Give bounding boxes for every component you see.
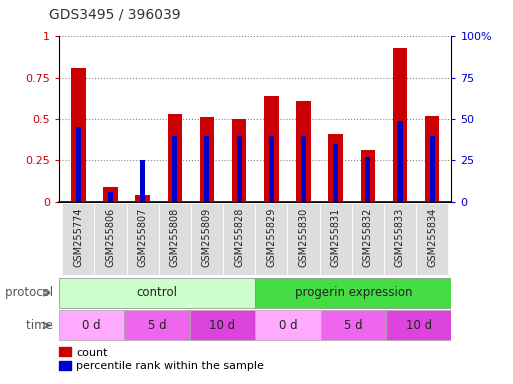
Text: GSM255806: GSM255806 <box>106 208 115 267</box>
Bar <box>264 96 279 202</box>
Text: GSM255830: GSM255830 <box>299 208 308 267</box>
Bar <box>76 127 81 202</box>
FancyBboxPatch shape <box>287 203 320 275</box>
FancyBboxPatch shape <box>255 310 321 341</box>
FancyBboxPatch shape <box>159 203 191 275</box>
Text: GSM255809: GSM255809 <box>202 208 212 267</box>
FancyBboxPatch shape <box>190 310 255 341</box>
Bar <box>425 116 439 202</box>
Text: 5 d: 5 d <box>148 319 166 332</box>
Text: control: control <box>136 286 177 299</box>
Text: GSM255832: GSM255832 <box>363 208 373 267</box>
Bar <box>269 136 274 202</box>
Bar <box>365 157 370 202</box>
FancyBboxPatch shape <box>59 310 124 341</box>
Bar <box>71 68 86 202</box>
Bar <box>205 136 209 202</box>
FancyBboxPatch shape <box>223 203 255 275</box>
Bar <box>232 119 246 202</box>
FancyBboxPatch shape <box>191 203 223 275</box>
Bar <box>140 161 145 202</box>
Text: 5 d: 5 d <box>344 319 363 332</box>
Bar <box>398 121 403 202</box>
Bar <box>135 195 150 202</box>
Text: GSM255831: GSM255831 <box>331 208 341 267</box>
Bar <box>108 192 113 202</box>
FancyBboxPatch shape <box>62 203 94 275</box>
Bar <box>429 136 435 202</box>
Text: 0 d: 0 d <box>279 319 297 332</box>
FancyBboxPatch shape <box>127 203 159 275</box>
Text: progerin expression: progerin expression <box>294 286 412 299</box>
Text: 10 d: 10 d <box>209 319 235 332</box>
FancyBboxPatch shape <box>320 203 352 275</box>
Text: GSM255829: GSM255829 <box>266 208 277 267</box>
FancyBboxPatch shape <box>255 278 451 308</box>
Bar <box>200 118 214 202</box>
Bar <box>103 187 117 202</box>
FancyBboxPatch shape <box>386 310 451 341</box>
Text: time: time <box>26 319 56 332</box>
Text: GSM255833: GSM255833 <box>395 208 405 267</box>
FancyBboxPatch shape <box>94 203 127 275</box>
FancyBboxPatch shape <box>321 310 386 341</box>
Bar <box>168 114 182 202</box>
FancyBboxPatch shape <box>352 203 384 275</box>
Bar <box>393 48 407 202</box>
Bar <box>333 144 338 202</box>
Text: 0 d: 0 d <box>83 319 101 332</box>
FancyBboxPatch shape <box>384 203 416 275</box>
Bar <box>172 136 177 202</box>
Text: GSM255807: GSM255807 <box>137 208 148 267</box>
Bar <box>236 136 242 202</box>
Text: GSM255774: GSM255774 <box>73 208 83 267</box>
Text: GDS3495 / 396039: GDS3495 / 396039 <box>49 7 181 21</box>
Text: protocol: protocol <box>5 286 56 299</box>
Legend: count, percentile rank within the sample: count, percentile rank within the sample <box>60 347 264 371</box>
Text: GSM255828: GSM255828 <box>234 208 244 267</box>
Bar <box>361 151 375 202</box>
Text: GSM255834: GSM255834 <box>427 208 437 267</box>
Bar <box>328 134 343 202</box>
Text: GSM255808: GSM255808 <box>170 208 180 267</box>
FancyBboxPatch shape <box>416 203 448 275</box>
Bar <box>296 101 311 202</box>
FancyBboxPatch shape <box>124 310 190 341</box>
FancyBboxPatch shape <box>59 278 255 308</box>
FancyBboxPatch shape <box>255 203 287 275</box>
Bar <box>301 136 306 202</box>
Text: 10 d: 10 d <box>406 319 432 332</box>
